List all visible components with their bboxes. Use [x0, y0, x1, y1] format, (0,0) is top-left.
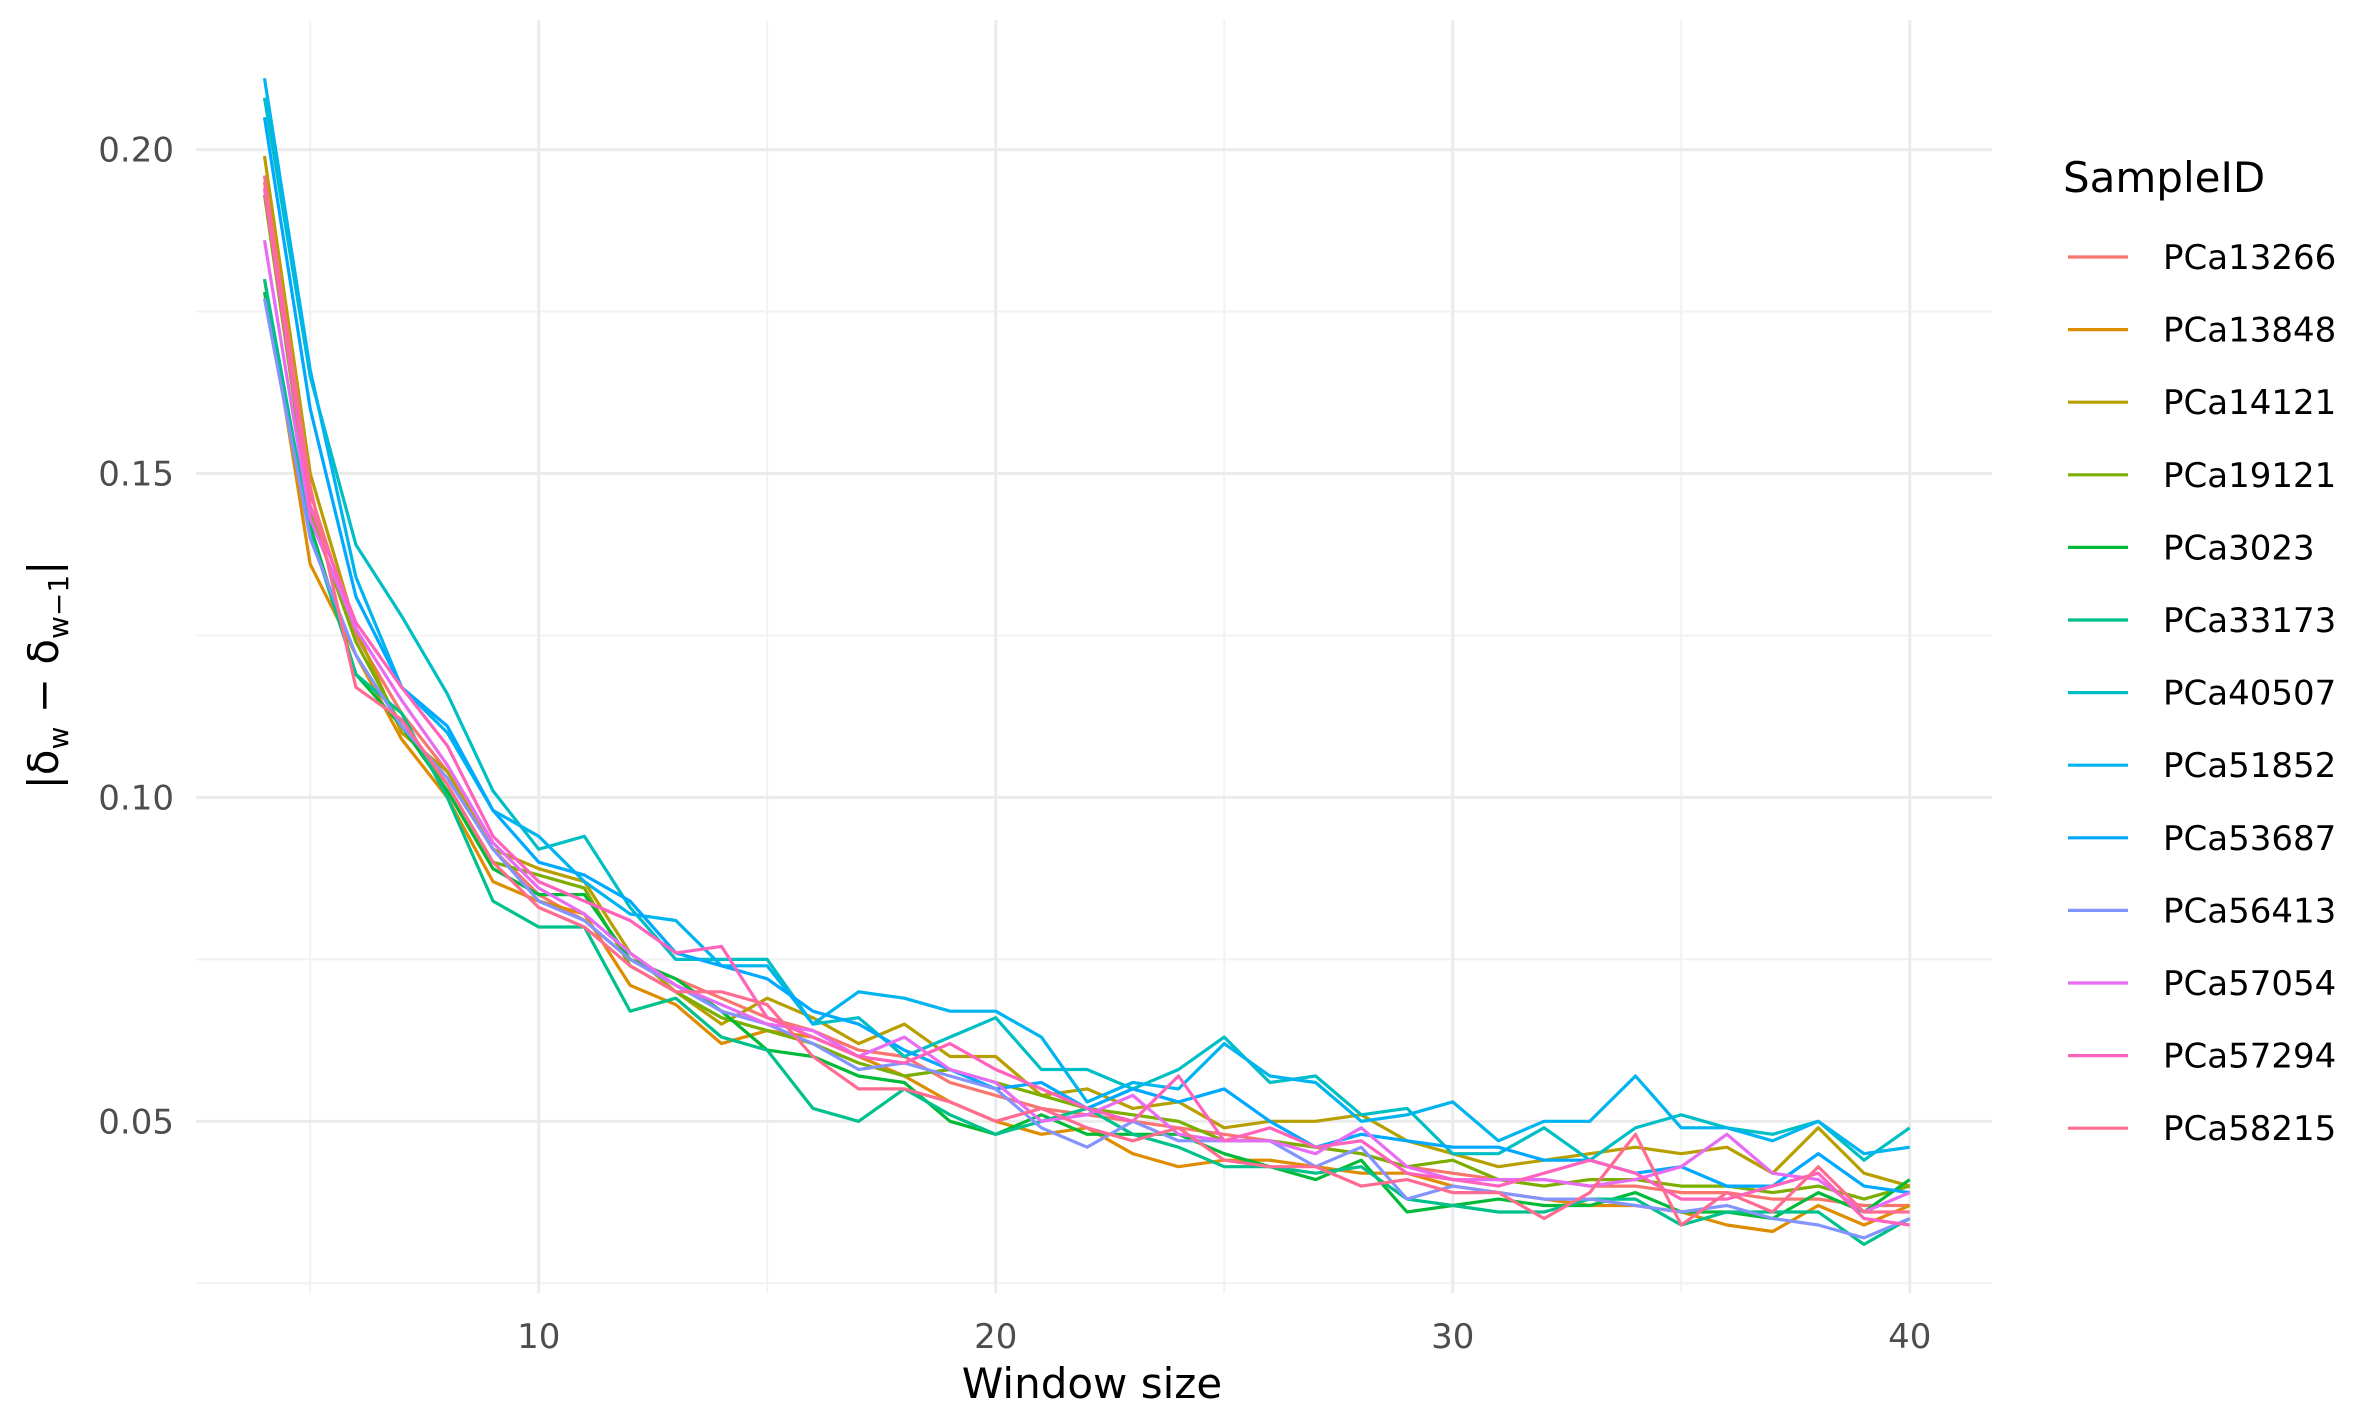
x-tick-label: 40 [1888, 1317, 1931, 1357]
series-line-PCa19121 [262, 194, 1911, 1201]
y-tick-label: 0.20 [98, 131, 174, 171]
legend-label-PCa51852: PCa51852 [2163, 746, 2336, 786]
grid [196, 20, 1992, 1293]
y-axis-title: |δw − δw−1| [19, 561, 75, 790]
legend: SampleID PCa13266 PCa13848 PCa14121 PCa1912… [2063, 153, 2336, 1149]
series-line-PCa40507 [262, 97, 1911, 1162]
legend-label-PCa13848: PCa13848 [2163, 311, 2336, 351]
series-line-PCa57294 [262, 188, 1910, 1227]
series-line-PCa3023 [262, 291, 1911, 1221]
x-tick-label: 20 [974, 1317, 1017, 1357]
legend-label-PCa13266: PCa13266 [2163, 238, 2336, 278]
x-axis-title: Window size [962, 1359, 1222, 1408]
y-tick-label: 0.05 [98, 1102, 174, 1142]
y-tick-label: 0.10 [98, 778, 174, 818]
series-line-PCa14121 [262, 155, 1911, 1188]
legend-label-PCa53687: PCa53687 [2163, 819, 2336, 859]
x-tick-label: 30 [1431, 1317, 1474, 1357]
legend-label-PCa56413: PCa56413 [2163, 891, 2336, 931]
series-line-PCa53687 [262, 116, 1910, 1195]
y-tick-label: 0.15 [98, 454, 174, 494]
series-line-PCa56413 [262, 298, 1911, 1240]
series-line-PCa13266 [262, 181, 1910, 1208]
series-line-PCa57054 [262, 240, 1911, 1214]
legend-title: SampleID [2063, 153, 2265, 202]
legend-label-PCa57054: PCa57054 [2163, 964, 2336, 1004]
series-lines [262, 78, 1911, 1247]
legend-label-PCa3023: PCa3023 [2163, 528, 2315, 568]
legend-label-PCa19121: PCa19121 [2163, 456, 2336, 496]
legend-items: PCa13266 PCa13848 PCa14121 PCa19121 PCa3023 P… [2068, 238, 2336, 1149]
legend-label-PCa14121: PCa14121 [2163, 383, 2336, 423]
series-line-PCa51852 [262, 78, 1910, 1156]
x-axis-ticks: 10 20 30 40 [517, 1317, 1931, 1357]
y-axis-ticks: 0.05 0.10 0.15 0.20 [98, 131, 174, 1143]
legend-label-PCa58215: PCa58215 [2163, 1109, 2336, 1149]
legend-label-PCa40507: PCa40507 [2163, 674, 2336, 714]
legend-label-PCa57294: PCa57294 [2163, 1037, 2336, 1077]
legend-label-PCa33173: PCa33173 [2163, 601, 2336, 641]
x-tick-label: 10 [517, 1317, 560, 1357]
series-line-PCa58215 [262, 175, 1910, 1227]
